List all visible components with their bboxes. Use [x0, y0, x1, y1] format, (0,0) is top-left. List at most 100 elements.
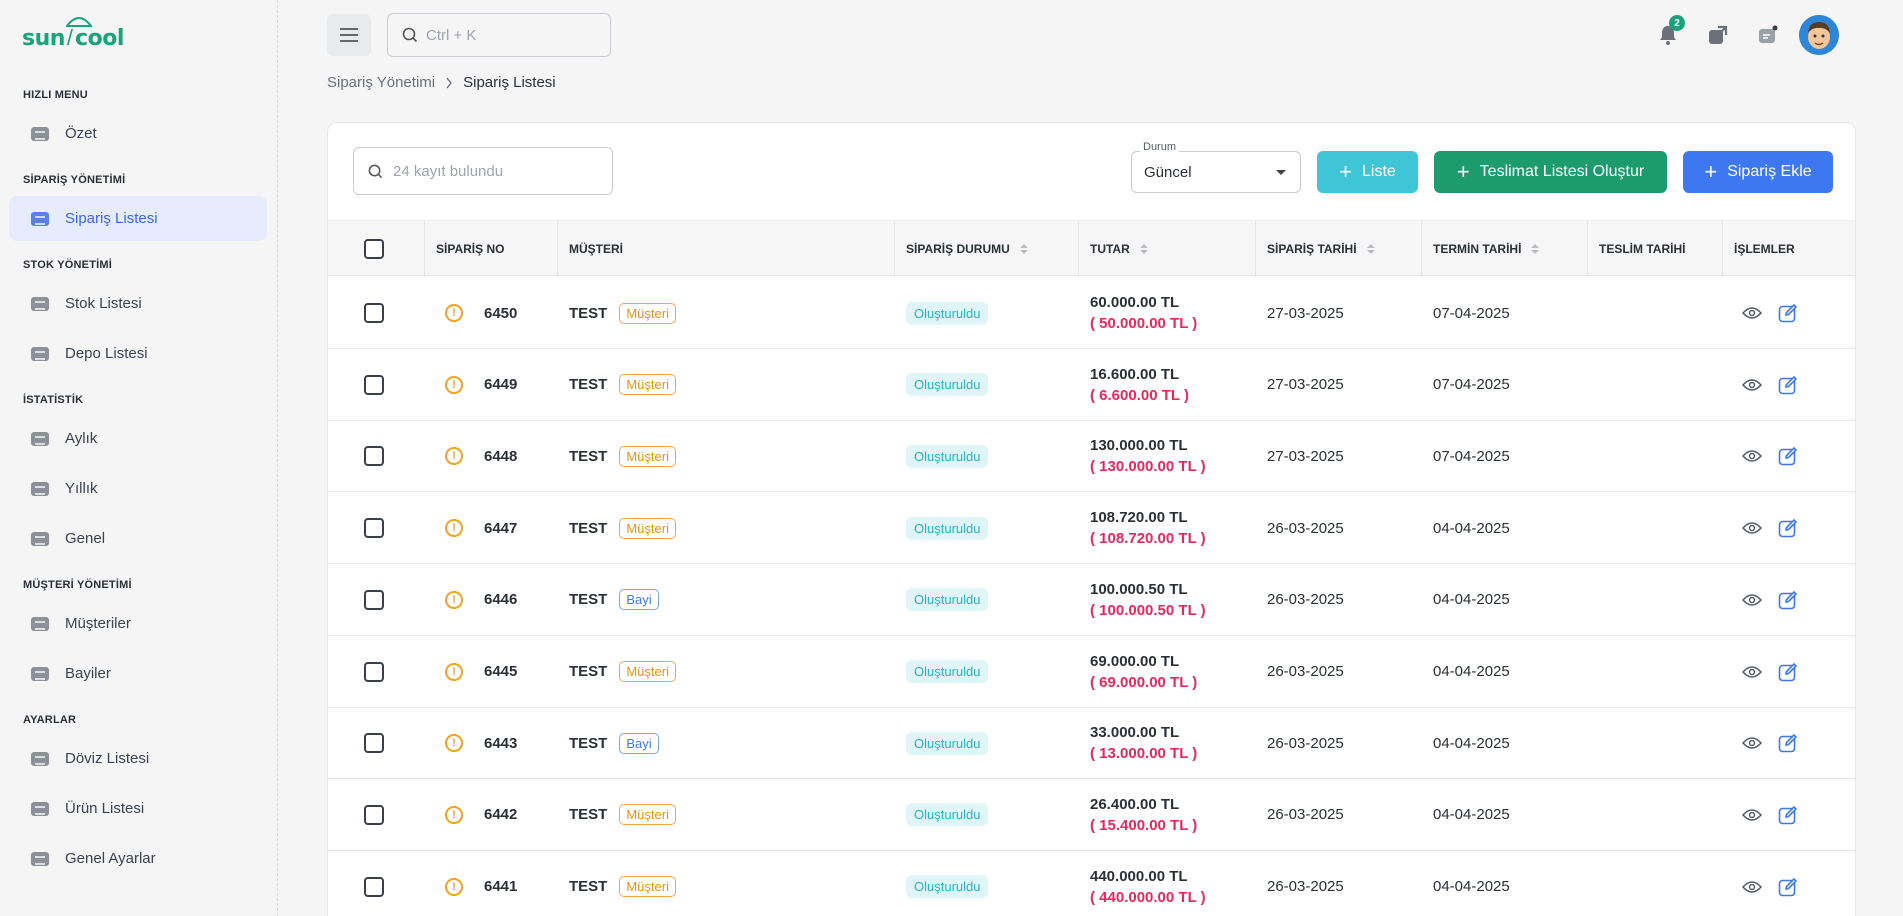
sidebar-item[interactable]: Sipariş Listesi: [9, 196, 267, 241]
view-icon[interactable]: [1741, 445, 1763, 467]
add-order-label: Sipariş Ekle: [1727, 163, 1812, 180]
customer-name: TEST: [569, 447, 608, 465]
table-row[interactable]: ! 6450 TEST Müşteri Oluşturuldu 60.000.00 TL (…: [328, 277, 1855, 349]
header-due-date[interactable]: TERMİN TARİHİ: [1433, 221, 1540, 277]
orders-search[interactable]: [353, 147, 613, 195]
view-icon[interactable]: [1741, 804, 1763, 826]
orders-search-input[interactable]: [393, 162, 593, 180]
warning-icon[interactable]: !: [445, 734, 463, 753]
header-order-no[interactable]: SİPARİŞ NO: [436, 221, 504, 277]
sidebar-item[interactable]: Müşteriler: [9, 601, 267, 646]
warning-icon[interactable]: !: [445, 447, 463, 466]
sidebar-item[interactable]: Ürün Listesi: [9, 786, 267, 831]
sidebar-item[interactable]: Genel: [9, 516, 267, 561]
order-status-cell: Oluşturuldu: [906, 779, 989, 851]
row-checkbox[interactable]: [364, 589, 384, 610]
due-date: 07-04-2025: [1433, 447, 1510, 465]
table-row[interactable]: ! 6445 TEST Müşteri Oluşturuldu 69.000.00 TL (…: [328, 636, 1855, 708]
header-order-date[interactable]: SİPARİŞ TARİHİ: [1267, 221, 1375, 277]
edit-icon[interactable]: [1777, 445, 1799, 467]
order-no: 6447: [484, 519, 518, 537]
order-no-cell: 6443: [484, 707, 517, 779]
table-row[interactable]: ! 6447 TEST Müşteri Oluşturuldu 108.720.00 TL…: [328, 492, 1855, 565]
warning-icon[interactable]: !: [445, 304, 463, 322]
view-icon[interactable]: [1741, 661, 1763, 683]
sidebar-item[interactable]: Depo Listesi: [9, 331, 267, 376]
warning-icon[interactable]: !: [445, 662, 463, 681]
header-amount[interactable]: TUTAR: [1090, 221, 1148, 277]
table-row[interactable]: ! 6441 TEST Müşteri Oluşturuldu 440.000.00 TL…: [328, 851, 1855, 916]
sidebar-item[interactable]: Döviz Listesi: [9, 736, 267, 781]
edit-icon[interactable]: [1777, 661, 1799, 683]
warning-cell: !: [445, 707, 463, 779]
table-row[interactable]: ! 6446 TEST Bayi Oluşturuldu 100.000.50 TL ( 1…: [328, 564, 1855, 636]
sidebar-item[interactable]: Bayiler: [9, 651, 267, 696]
warning-icon[interactable]: !: [445, 375, 463, 394]
add-order-button[interactable]: + Sipariş Ekle: [1683, 151, 1833, 193]
view-icon[interactable]: [1741, 374, 1763, 396]
row-checkbox[interactable]: [364, 446, 384, 467]
edit-icon[interactable]: [1777, 804, 1799, 826]
chat-button[interactable]: [1753, 20, 1783, 50]
edit-icon[interactable]: [1777, 517, 1799, 539]
warning-icon[interactable]: !: [445, 805, 463, 824]
edit-icon[interactable]: [1777, 302, 1799, 324]
row-checkbox[interactable]: [364, 518, 384, 539]
row-checkbox[interactable]: [364, 876, 384, 897]
global-search-input[interactable]: [426, 26, 586, 44]
global-search[interactable]: [387, 13, 611, 57]
edit-icon[interactable]: [1777, 589, 1799, 611]
header-actions: İŞLEMLER: [1734, 221, 1795, 277]
column-divider: [1078, 221, 1079, 277]
notifications-button[interactable]: 2: [1653, 15, 1685, 50]
sidebar-item[interactable]: Yıllık: [9, 466, 267, 511]
sidebar-item-label: Depo Listesi: [65, 345, 148, 362]
amount-total: 108.720.00 TL: [1090, 509, 1188, 527]
view-icon[interactable]: [1741, 876, 1763, 898]
row-checkbox[interactable]: [364, 804, 384, 825]
actions-cell: [1741, 492, 1799, 564]
edit-icon[interactable]: [1777, 876, 1799, 898]
warning-icon[interactable]: !: [445, 519, 463, 538]
row-checkbox[interactable]: [364, 303, 384, 323]
warning-icon[interactable]: !: [445, 877, 463, 896]
warning-cell: !: [445, 420, 463, 492]
table-row[interactable]: ! 6442 TEST Müşteri Oluşturuldu 26.400.00 TL (…: [328, 779, 1855, 851]
view-icon[interactable]: [1741, 517, 1763, 539]
status-select[interactable]: Güncel: [1131, 151, 1301, 193]
table-row[interactable]: ! 6449 TEST Müşteri Oluşturuldu 16.600.00 TL (…: [328, 349, 1855, 421]
customer-name: TEST: [569, 806, 608, 824]
external-link-button[interactable]: [1703, 20, 1733, 50]
table-row[interactable]: ! 6443 TEST Bayi Oluşturuldu 33.000.00 TL ( 13…: [328, 707, 1855, 780]
sidebar-item[interactable]: Stok Listesi: [9, 281, 267, 326]
list-button[interactable]: + Liste: [1317, 151, 1418, 193]
customer-name: TEST: [569, 519, 608, 537]
create-delivery-list-button[interactable]: + Teslimat Listesi Oluştur: [1434, 151, 1667, 193]
nav-item-icon: [31, 481, 49, 496]
row-checkbox[interactable]: [364, 661, 384, 682]
sidebar-item[interactable]: Özet: [9, 111, 267, 156]
table-row[interactable]: ! 6448 TEST Müşteri Oluşturuldu 130.000.00 TL…: [328, 420, 1855, 493]
due-date-cell: 04-04-2025: [1433, 564, 1510, 636]
edit-icon[interactable]: [1777, 374, 1799, 396]
view-icon[interactable]: [1741, 732, 1763, 754]
menu-toggle-button[interactable]: [327, 14, 371, 56]
view-icon[interactable]: [1741, 302, 1763, 324]
warning-icon[interactable]: !: [445, 590, 463, 609]
header-customer[interactable]: MÜŞTERİ: [569, 221, 623, 277]
breadcrumb-parent[interactable]: Sipariş Yönetimi: [327, 74, 436, 91]
row-checkbox[interactable]: [364, 374, 384, 395]
header-order-status[interactable]: SİPARİŞ DURUMU: [906, 221, 1028, 277]
edit-icon[interactable]: [1777, 732, 1799, 754]
view-icon[interactable]: [1741, 589, 1763, 611]
logo[interactable]: sun / cool: [22, 17, 124, 56]
customer-name: TEST: [569, 591, 608, 609]
sidebar-item-label: Genel: [65, 530, 106, 547]
sidebar-item[interactable]: Genel Ayarlar: [9, 836, 267, 881]
sidebar-item[interactable]: Aylık: [9, 416, 267, 461]
customer-cell: TEST Müşteri: [569, 420, 676, 492]
order-status-cell: Oluşturuldu: [906, 277, 989, 349]
select-all-checkbox[interactable]: [364, 239, 384, 259]
avatar[interactable]: [1799, 15, 1839, 55]
row-checkbox[interactable]: [364, 733, 384, 754]
